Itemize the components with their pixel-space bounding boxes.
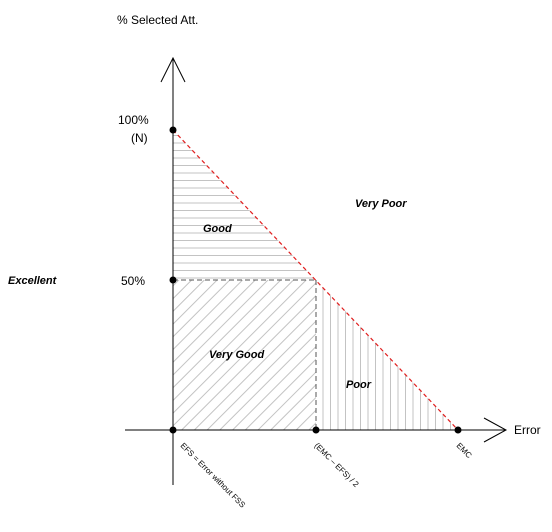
label-very-poor: Very Poor [355,198,407,210]
label-good: Good [203,223,232,235]
very-good-region [173,280,316,430]
point-100-percent [169,126,177,134]
point-midpoint [312,426,320,434]
point-origin [169,426,177,434]
point-emc [454,426,462,434]
x-axis-title: Error [514,423,541,437]
point-50-percent [169,276,177,284]
boundary-line [172,129,459,431]
label-very-good: Very Good [209,349,264,361]
x-tick-emc: EMC [455,441,474,460]
y-tick-100-percent: 100% [118,113,149,127]
y-axis-arrowhead [160,56,186,83]
y-tick-n: (N) [131,131,148,145]
x-tick-midpoint: (EMC – EFS) / 2 [313,441,361,489]
y-axis-title: % Selected Att. [117,13,198,27]
y-tick-50-percent: 50% [121,274,145,288]
label-poor: Poor [346,379,372,391]
x-tick-efs: EFS = Error without FSS [179,441,247,509]
label-excellent: Excellent [8,275,58,287]
x-axis-arrowhead [483,417,508,443]
